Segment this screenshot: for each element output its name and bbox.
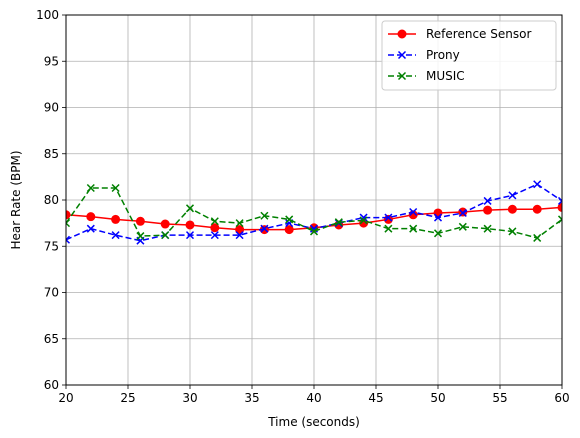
axis-ticks: 20 25 30 35 40 45 50 55 60 60 65 70 75 80 85 90 95 100 (36, 8, 570, 405)
data-point-reference-sensor (532, 204, 542, 214)
data-point-music (111, 183, 120, 193)
data-point-music (210, 217, 219, 226)
data-point-reference-sensor (284, 225, 294, 235)
data-point-reference-sensor (507, 204, 517, 214)
x-tick-label: 50 (430, 391, 445, 405)
data-point-reference-sensor (135, 216, 145, 226)
legend-marker-reference-sensor (397, 29, 407, 39)
data-point-reference-sensor (160, 219, 170, 229)
data-point-reference-sensor (66, 210, 71, 220)
y-tick-label: 85 (44, 147, 59, 161)
x-tick-label: 55 (492, 391, 507, 405)
y-tick-label: 70 (44, 286, 59, 300)
data-point-prony (260, 224, 269, 233)
y-axis-label: Hear Rate (BPM) (9, 150, 23, 249)
data-point-prony (458, 208, 467, 217)
x-tick-label: 35 (244, 391, 259, 405)
data-point-music (359, 216, 368, 225)
series-lines (66, 180, 562, 245)
y-tick-label: 80 (44, 193, 59, 207)
legend: Reference Sensor Prony MUSIC (381, 20, 557, 91)
data-point-music (235, 219, 244, 228)
data-point-music (384, 224, 393, 233)
y-tick-label: 95 (44, 54, 59, 68)
legend-label-reference-sensor: Reference Sensor (426, 27, 531, 41)
data-point-prony (210, 231, 219, 240)
data-point-reference-sensor (86, 212, 96, 222)
data-point-music (161, 231, 170, 240)
data-point-music (136, 232, 145, 241)
data-point-prony (433, 213, 443, 222)
legend-item-reference-sensor: Reference Sensor (388, 27, 531, 41)
x-tick-label: 60 (554, 391, 569, 405)
legend-label-prony: Prony (426, 48, 460, 62)
series-line-music (66, 187, 562, 239)
data-point-music (185, 204, 195, 213)
data-point-music (334, 218, 343, 227)
data-point-music (66, 219, 71, 228)
data-point-music (309, 227, 319, 236)
data-point-music (458, 222, 467, 231)
data-point-reference-sensor (185, 220, 195, 230)
x-tick-label: 20 (58, 391, 73, 405)
data-point-reference-sensor (235, 225, 245, 235)
y-tick-label: 60 (44, 378, 59, 392)
y-tick-label: 75 (44, 239, 59, 253)
data-point-prony (409, 207, 418, 217)
data-point-prony (533, 180, 542, 189)
data-point-music (409, 224, 418, 233)
x-tick-label: 30 (182, 391, 197, 405)
data-point-prony (557, 196, 562, 205)
legend-marker-music (397, 71, 407, 81)
data-point-prony (235, 231, 244, 240)
data-point-prony (66, 235, 71, 244)
legend-box (381, 20, 557, 91)
data-point-music (86, 183, 95, 193)
data-point-music (483, 224, 492, 233)
data-point-music (433, 229, 443, 238)
data-point-prony (86, 224, 95, 233)
x-axis-label: Time (seconds) (267, 415, 360, 429)
data-point-music (557, 215, 562, 224)
series-music (66, 183, 562, 242)
y-tick-label: 65 (44, 332, 59, 346)
x-tick-label: 45 (368, 391, 383, 405)
legend-item-music: MUSIC (388, 69, 465, 83)
data-point-music (533, 233, 542, 242)
data-point-music (260, 211, 269, 220)
legend-item-prony: Prony (388, 48, 460, 62)
data-point-prony (508, 191, 517, 200)
data-point-reference-sensor (557, 202, 562, 212)
y-tick-label: 90 (44, 101, 59, 115)
x-tick-label: 25 (120, 391, 135, 405)
data-point-prony (384, 213, 393, 222)
data-point-reference-sensor (210, 223, 220, 233)
data-point-prony (111, 231, 120, 240)
data-point-reference-sensor (483, 205, 493, 215)
data-point-music (285, 215, 294, 224)
y-tick-label: 100 (36, 8, 59, 22)
data-point-music (508, 227, 517, 236)
series-reference-sensor (66, 202, 562, 235)
data-point-prony (185, 231, 195, 240)
data-point-prony (483, 196, 492, 205)
legend-marker-prony (397, 50, 407, 60)
x-tick-label: 40 (306, 391, 321, 405)
data-point-reference-sensor (111, 214, 121, 224)
legend-label-music: MUSIC (426, 69, 465, 83)
